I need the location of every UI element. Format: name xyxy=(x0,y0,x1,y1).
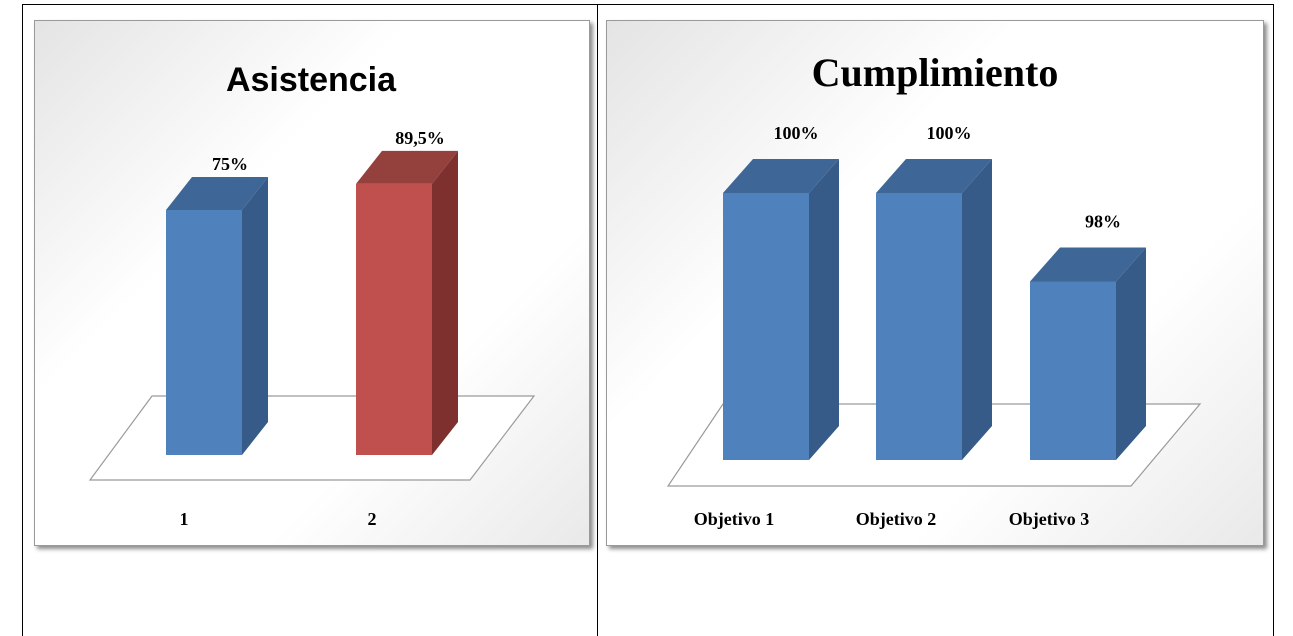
data-label: 89,5% xyxy=(395,128,445,148)
x-tick-label: Objetivo 2 xyxy=(856,509,937,529)
data-label: 100% xyxy=(927,123,972,143)
bar-top xyxy=(356,150,458,184)
table-border-top xyxy=(22,4,1274,5)
bar-1 xyxy=(166,177,268,455)
bar-2 xyxy=(356,150,458,455)
bars-group: 100% Objetivo 1 100% Objetivo 2 98% Objetivo … xyxy=(694,123,1146,529)
bar-front xyxy=(356,183,432,455)
bar-objetivo-1 xyxy=(723,159,839,460)
chart-title: Cumplimiento xyxy=(812,50,1059,95)
bar-top xyxy=(1030,247,1146,282)
bar-side xyxy=(809,159,839,460)
x-tick-label: 2 xyxy=(368,509,377,529)
data-label: 75% xyxy=(212,154,248,174)
bars-group: 75% 1 89,5% 2 xyxy=(166,128,458,529)
bar-objetivo-3 xyxy=(1030,247,1146,460)
x-tick-label: Objetivo 3 xyxy=(1009,509,1090,529)
bar-objetivo-2 xyxy=(876,159,992,460)
bar-top xyxy=(723,159,839,193)
bar-top xyxy=(166,177,268,210)
bar-front xyxy=(166,210,242,455)
bar-side xyxy=(242,177,268,455)
data-label: 100% xyxy=(774,123,819,143)
table-border-left xyxy=(22,4,23,636)
x-tick-label: 1 xyxy=(180,509,189,529)
data-label: 98% xyxy=(1085,212,1121,232)
bar-side xyxy=(432,150,458,455)
bar-top xyxy=(876,159,992,193)
table-border-middle xyxy=(597,4,598,636)
bar-side xyxy=(962,159,992,460)
x-tick-label: Objetivo 1 xyxy=(694,509,775,529)
bar-front xyxy=(876,193,962,460)
bar-front xyxy=(1030,281,1116,460)
chart-title: Asistencia xyxy=(226,61,397,99)
bar-side xyxy=(1116,247,1146,460)
table-border-right xyxy=(1273,4,1274,636)
bar-front xyxy=(723,193,809,460)
